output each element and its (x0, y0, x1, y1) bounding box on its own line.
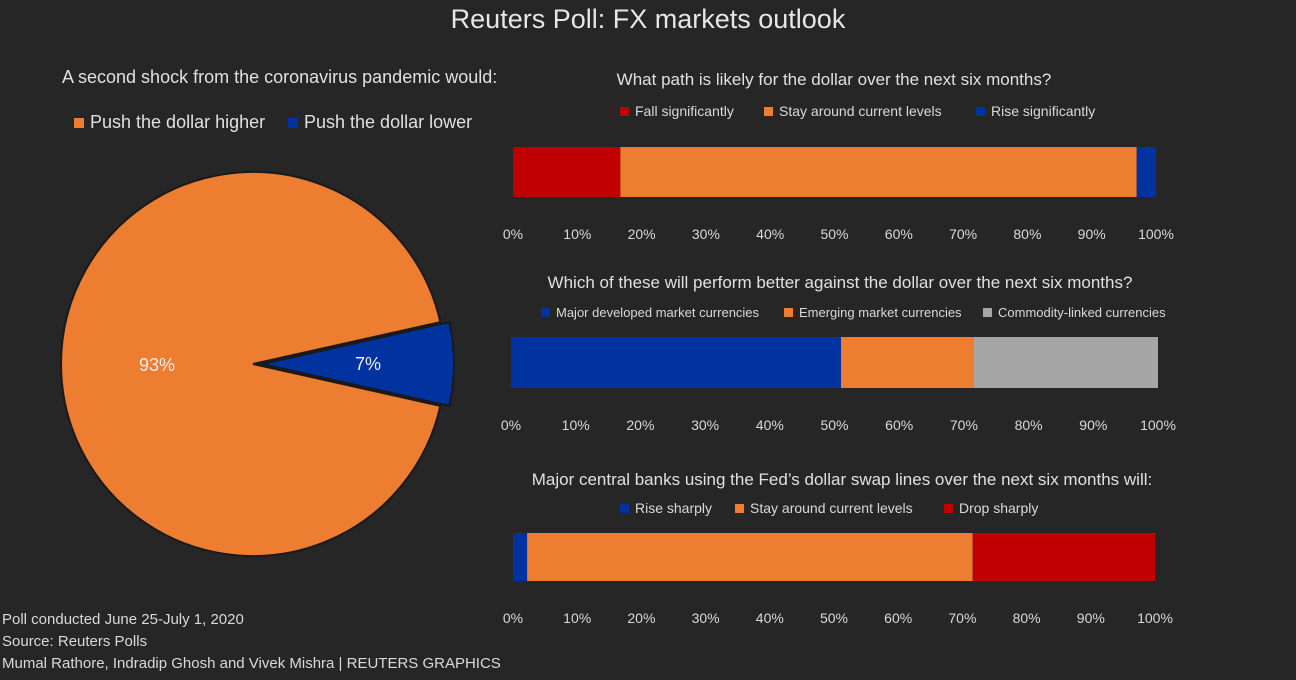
pie-label-higher: 93% (139, 355, 175, 375)
bar1-legend-rise: Rise significantly (976, 103, 1095, 119)
x-tick-label: 40% (755, 610, 784, 626)
legend-swatch (983, 308, 992, 317)
legend-swatch (944, 503, 953, 513)
pie-label-lower: 7% (355, 354, 381, 374)
x-tick-label: 80% (1013, 226, 1042, 242)
bar-1-segment-2 (1136, 147, 1156, 197)
legend-swatch (541, 308, 550, 317)
legend-swatch (735, 503, 744, 513)
x-tick-label: 90% (1077, 226, 1106, 242)
x-tick-label: 70% (949, 226, 978, 242)
legend-label: Rise sharply (635, 500, 713, 516)
bar2-legend-emerging: Emerging market currencies (784, 305, 962, 320)
legend-label: Commodity-linked currencies (998, 305, 1166, 320)
x-tick-label: 0% (502, 610, 524, 626)
x-tick-label: 60% (885, 417, 914, 433)
legend-label: Stay around current levels (779, 103, 942, 119)
x-tick-label: 20% (627, 610, 656, 626)
x-tick-label: 50% (820, 417, 849, 433)
x-tick-label: 30% (691, 417, 720, 433)
x-tick-label: 30% (691, 226, 720, 242)
legend-swatch (976, 106, 985, 116)
bar-chart-2-title: Which of these will perform better again… (547, 273, 1133, 292)
legend-label: Major developed market currencies (556, 305, 760, 320)
x-tick-label: 30% (691, 610, 720, 626)
bar1-legend-stay: Stay around current levels (764, 103, 942, 119)
chart-title: Reuters Poll: FX markets outlook (450, 4, 846, 34)
legend-swatch (784, 308, 793, 317)
bar-3-segment-0 (513, 533, 528, 581)
x-tick-label: 100% (1138, 226, 1174, 242)
x-tick-label: 20% (626, 417, 655, 433)
x-tick-label: 20% (627, 226, 656, 242)
footer-poll-dates: Poll conducted June 25-July 1, 2020 (2, 611, 244, 628)
bar2-legend-commodity: Commodity-linked currencies (983, 305, 1166, 320)
bar3-legend-rise: Rise sharply (620, 500, 712, 516)
bar-1-segment-1 (620, 147, 1137, 197)
bar-chart-3-title: Major central banks using the Fed’s doll… (531, 470, 1153, 489)
legend-label: Fall significantly (635, 103, 734, 119)
legend-label: Drop sharply (959, 500, 1039, 516)
legend-swatch (620, 503, 629, 513)
legend-swatch (620, 106, 629, 116)
pie-chart-title: A second shock from the coronavirus pand… (62, 67, 498, 87)
x-tick-label: 10% (563, 226, 592, 242)
x-tick-label: 70% (949, 417, 978, 433)
x-tick-label: 50% (820, 226, 849, 242)
bar2-legend-major: Major developed market currencies (541, 305, 759, 320)
bar3-legend-stay: Stay around current levels (735, 500, 913, 516)
legend-label: Stay around current levels (750, 500, 913, 516)
x-tick-label: 40% (756, 226, 785, 242)
bar3-legend-drop: Drop sharply (944, 500, 1038, 516)
x-tick-label: 80% (1014, 417, 1043, 433)
x-tick-label: 60% (884, 226, 913, 242)
footer-credits: Mumal Rathore, Indradip Ghosh and Vivek … (2, 655, 501, 672)
pie-slice-lower (261, 320, 455, 408)
pie-legend-item-higher: Push the dollar higher (74, 112, 265, 133)
legend-swatch (764, 106, 773, 116)
legend-label: Rise significantly (991, 103, 1096, 119)
bar-2-segment-1 (840, 337, 974, 388)
x-tick-label: 100% (1140, 417, 1176, 433)
x-tick-label: 100% (1137, 610, 1173, 626)
pie-legend-label: Push the dollar higher (90, 112, 266, 132)
bar-2-segment-2 (973, 337, 1158, 388)
pie-slice-higher (60, 171, 442, 557)
x-tick-label: 10% (563, 610, 592, 626)
x-tick-label: 60% (884, 610, 913, 626)
x-tick-label: 80% (1012, 610, 1041, 626)
footer-source: Source: Reuters Polls (2, 633, 148, 650)
bar-1-segment-0 (513, 147, 621, 197)
x-tick-label: 90% (1079, 417, 1108, 433)
bar-2-segment-0 (511, 337, 841, 388)
bar-3-segment-2 (972, 533, 1155, 581)
x-tick-label: 90% (1076, 610, 1105, 626)
bar1-legend-fall: Fall significantly (620, 103, 734, 119)
x-tick-label: 0% (500, 417, 522, 433)
legend-swatch (288, 117, 298, 128)
bar-chart-1-title: What path is likely for the dollar over … (616, 70, 1052, 89)
x-tick-label: 70% (948, 610, 977, 626)
x-tick-label: 0% (502, 226, 524, 242)
legend-swatch (74, 117, 84, 128)
pie-legend-label: Push the dollar lower (304, 112, 473, 132)
legend-label: Emerging market currencies (799, 305, 962, 320)
bar-3-segment-1 (527, 533, 973, 581)
x-tick-label: 50% (819, 610, 849, 626)
pie-legend-item-lower: Push the dollar lower (288, 112, 472, 133)
x-tick-label: 40% (755, 417, 784, 433)
x-tick-label: 10% (561, 417, 590, 433)
